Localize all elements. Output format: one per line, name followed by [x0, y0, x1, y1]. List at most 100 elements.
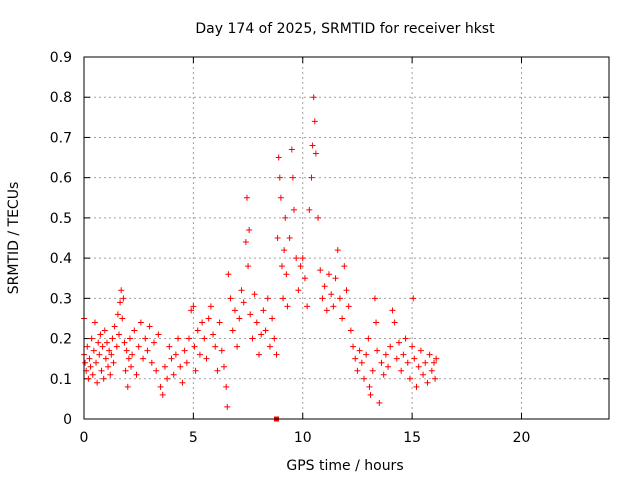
data-point: [393, 355, 400, 362]
data-point: [304, 303, 311, 310]
data-point: [85, 375, 92, 382]
x-tick-label: 5: [189, 430, 198, 446]
data-point: [225, 271, 232, 278]
data-point: [146, 323, 153, 330]
data-point: [87, 363, 94, 370]
data-point: [196, 351, 203, 358]
data-point: [391, 319, 398, 326]
data-point: [406, 375, 413, 382]
data-point: [410, 295, 417, 302]
data-point: [155, 331, 162, 338]
data-point: [428, 367, 435, 374]
y-tick-label: 0.8: [50, 90, 72, 106]
data-point: [236, 315, 243, 322]
data-point: [172, 351, 179, 358]
data-point: [396, 339, 402, 346]
data-point: [380, 371, 387, 378]
data-point: [124, 383, 131, 390]
data-point: [91, 319, 98, 326]
data-point: [264, 295, 271, 302]
data-point: [424, 379, 431, 386]
data-point: [321, 283, 328, 290]
chart-title: Day 174 of 2025, SRMTID for receiver hks…: [195, 21, 495, 37]
data-point: [332, 275, 339, 282]
data-point: [278, 263, 285, 270]
data-point: [234, 343, 241, 350]
y-tick-label: 0.4: [50, 251, 72, 267]
data-point: [148, 359, 155, 366]
data-point: [114, 311, 121, 318]
data-point: [93, 359, 100, 366]
x-tick-labels: 0 5 10 15 20: [80, 430, 531, 446]
data-point: [121, 339, 128, 346]
data-point: [89, 371, 96, 378]
data-point: [345, 303, 352, 310]
data-point: [409, 343, 416, 350]
data-point: [109, 335, 116, 342]
data-point: [367, 391, 374, 398]
data-point: [214, 367, 221, 374]
data-point: [140, 355, 147, 362]
data-point: [376, 399, 383, 406]
data-point: [282, 214, 289, 221]
data-point: [361, 375, 367, 382]
chart-ticks: [83, 56, 609, 420]
y-tick-label: 0.6: [50, 171, 72, 187]
data-point: [336, 295, 343, 302]
data-point: [389, 307, 396, 314]
data-point: [363, 351, 370, 358]
data-point: [422, 359, 429, 366]
data-point: [245, 263, 252, 270]
data-point: [98, 367, 105, 374]
data-point: [135, 343, 142, 350]
data-point: [271, 335, 278, 342]
data-point: [240, 299, 247, 306]
data-point: [266, 343, 273, 350]
data-point: [168, 355, 175, 362]
data-point: [317, 267, 324, 274]
x-tick-label: 0: [80, 430, 89, 446]
data-point: [95, 339, 102, 346]
data-point: [116, 331, 122, 338]
data-point: [326, 271, 332, 278]
data-point: [90, 347, 97, 354]
data-point: [328, 291, 335, 298]
data-point: [297, 263, 304, 270]
data-point: [177, 363, 184, 370]
data-point: [356, 347, 363, 354]
x-tick-label: 10: [294, 430, 312, 446]
data-point: [223, 383, 230, 390]
data-point: [369, 367, 376, 374]
data-point: [191, 343, 198, 350]
chart-grid: [84, 57, 609, 419]
data-point: [207, 303, 214, 310]
data-point: [301, 275, 308, 282]
data-point: [273, 351, 280, 358]
data-point: [411, 355, 418, 362]
data-point: [133, 371, 140, 378]
data-point: [277, 194, 284, 201]
data-point: [94, 379, 101, 386]
data-point: [402, 335, 409, 342]
data-point: [260, 307, 267, 314]
data-point: [108, 351, 115, 358]
data-point: [275, 154, 282, 161]
data-point: [188, 307, 195, 314]
data-point: [319, 295, 326, 302]
data-point: [111, 323, 118, 330]
data-point: [221, 363, 227, 370]
data-point: [224, 403, 231, 410]
x-tick-label: 20: [513, 430, 531, 446]
data-point: [183, 359, 190, 366]
data-point: [308, 174, 315, 181]
data-point: [128, 363, 135, 370]
data-point: [84, 343, 91, 350]
y-tick-label: 0.9: [50, 50, 72, 66]
data-point: [312, 150, 319, 157]
data-point: [371, 295, 378, 302]
data-point: [142, 335, 149, 342]
data-point: [415, 363, 422, 370]
data-point: [100, 375, 107, 382]
data-point: [352, 355, 359, 362]
